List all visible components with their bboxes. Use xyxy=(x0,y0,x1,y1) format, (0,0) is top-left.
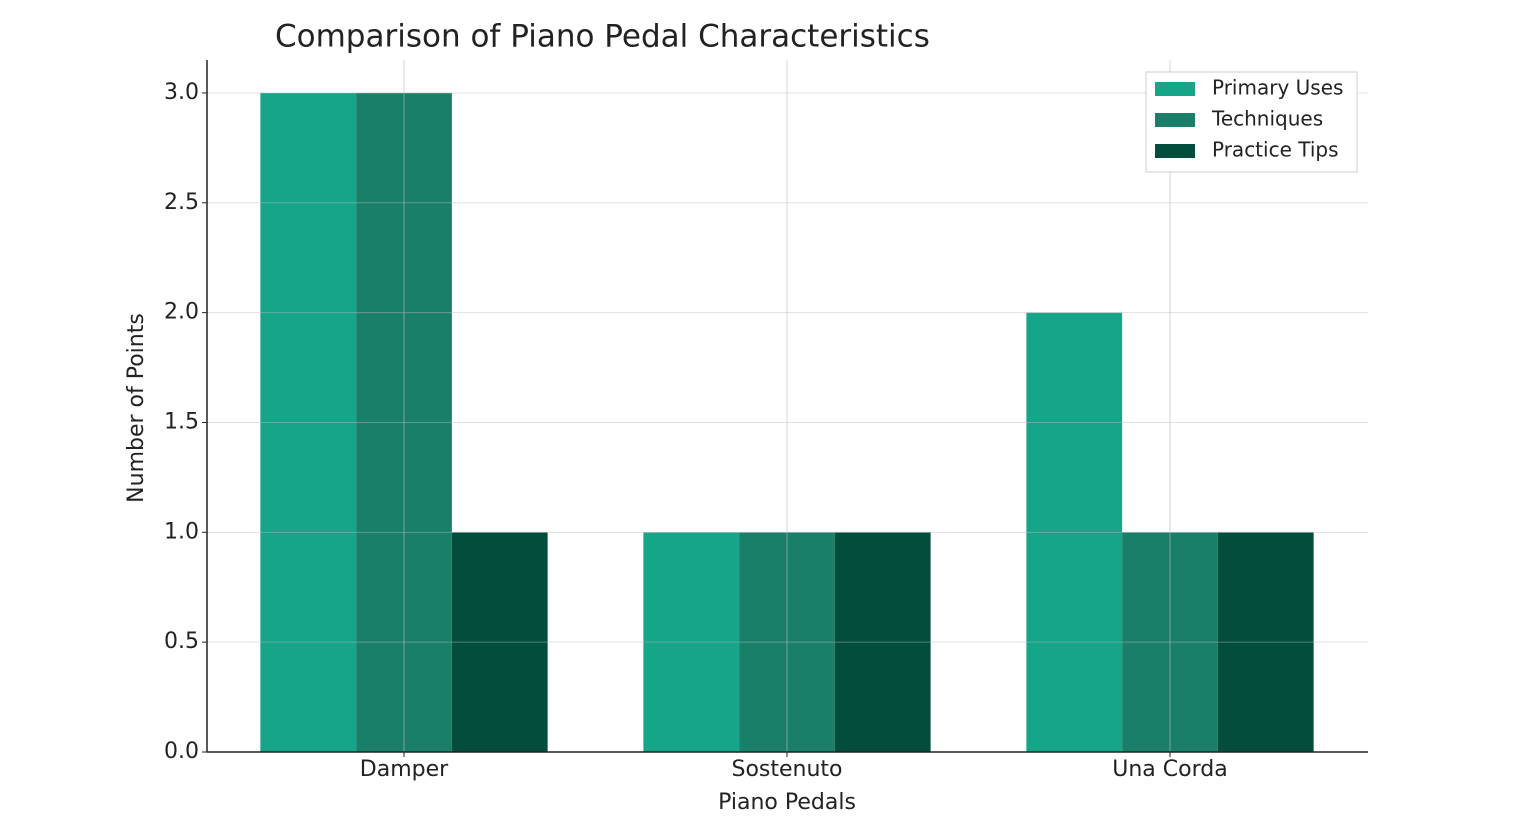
y-tick-label: 0.5 xyxy=(164,629,199,654)
x-tick-label: Sostenuto xyxy=(731,757,842,782)
legend-label: Primary Uses xyxy=(1212,76,1343,100)
x-tick-label: Una Corda xyxy=(1112,757,1227,782)
y-tick-label: 1.0 xyxy=(164,519,199,544)
bar xyxy=(834,532,931,752)
bar xyxy=(260,92,357,752)
x-axis-label: Piano Pedals xyxy=(718,790,856,815)
y-tick-label: 3.0 xyxy=(164,80,199,105)
legend-label: Practice Tips xyxy=(1212,138,1339,162)
legend-swatch xyxy=(1155,144,1195,158)
chart-title: Comparison of Piano Pedal Characteristic… xyxy=(275,19,930,55)
y-tick-label: 2.0 xyxy=(164,300,199,325)
y-tick-label: 1.5 xyxy=(164,409,199,434)
y-tick-label: 0.0 xyxy=(164,739,199,764)
x-tick-label: Damper xyxy=(360,757,449,782)
bar xyxy=(451,532,548,752)
bar xyxy=(1217,532,1314,752)
bar xyxy=(1026,312,1123,752)
y-tick-label: 2.5 xyxy=(164,190,199,215)
legend-label: Techniques xyxy=(1211,107,1323,131)
bar xyxy=(643,532,740,752)
legend-swatch xyxy=(1155,113,1195,127)
y-axis-label: Number of Points xyxy=(124,313,149,503)
legend-swatch xyxy=(1155,82,1195,96)
